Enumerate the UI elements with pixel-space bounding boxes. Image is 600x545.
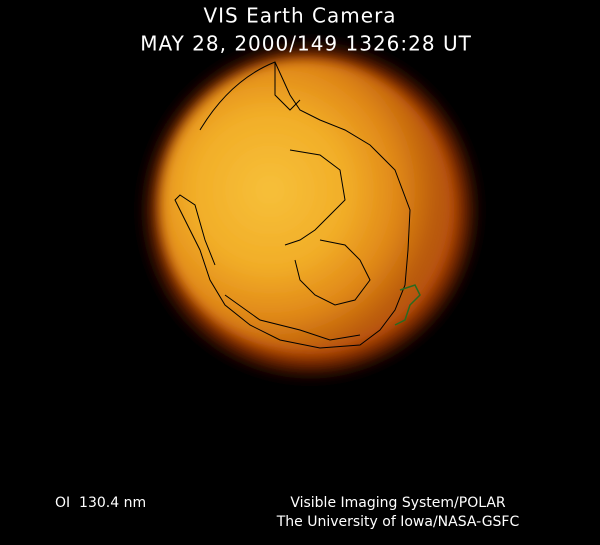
institution: The University of Iowa/NASA-GSFC	[276, 514, 520, 530]
title: VIS Earth Camera	[203, 4, 396, 28]
wavelength: OI 130.4 nm	[55, 495, 146, 511]
timestamp: MAY 28, 2000/149 1326:28 UT	[140, 32, 472, 56]
aurora-outline	[394, 284, 421, 326]
instrument: Visible Imaging System/POLAR	[290, 495, 506, 511]
earth-disk	[160, 60, 450, 350]
coastlines	[174, 61, 411, 349]
